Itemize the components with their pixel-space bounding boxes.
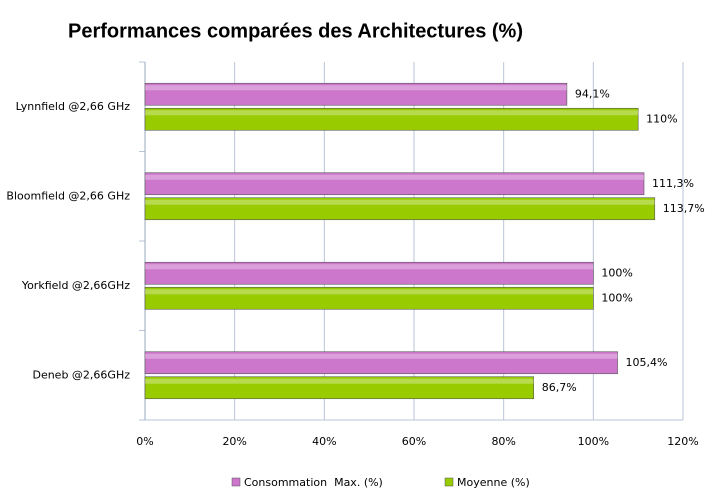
data-label: 110% bbox=[646, 112, 677, 125]
bar-highlight bbox=[145, 264, 594, 270]
bar-highlight bbox=[145, 378, 534, 384]
legend-swatch bbox=[231, 477, 241, 487]
data-label: 111,3% bbox=[652, 177, 694, 190]
data-label: 113,7% bbox=[663, 202, 705, 215]
bar-highlight bbox=[145, 110, 639, 116]
data-label: 86,7% bbox=[542, 381, 577, 394]
data-label: 94,1% bbox=[575, 87, 610, 100]
legend-label: Consommation Max. (%) bbox=[244, 476, 383, 489]
bar-highlight bbox=[145, 353, 618, 359]
bar bbox=[144, 261, 594, 285]
bar-highlight bbox=[145, 199, 655, 205]
x-tick-label: 20% bbox=[222, 435, 246, 448]
y-tick-label: Yorkfield @2,66GHz bbox=[21, 279, 130, 292]
legend-swatch bbox=[444, 477, 454, 487]
x-tick-label: 60% bbox=[402, 435, 426, 448]
y-tick-label: Deneb @2,66GHz bbox=[32, 368, 130, 381]
x-tick-label: 0% bbox=[136, 435, 153, 448]
bar-highlight bbox=[145, 289, 594, 295]
bar bbox=[144, 351, 618, 375]
bar bbox=[144, 286, 594, 310]
bar-highlight bbox=[145, 174, 644, 180]
x-tick-label: 100% bbox=[578, 435, 609, 448]
x-tick-label: 40% bbox=[312, 435, 336, 448]
x-tick-label: 80% bbox=[491, 435, 515, 448]
y-tick-label: Bloomfield @2,66 GHz bbox=[6, 189, 130, 202]
data-label: 105,4% bbox=[626, 356, 668, 369]
bar-highlight bbox=[145, 85, 567, 91]
bar bbox=[144, 82, 568, 106]
bar bbox=[144, 197, 656, 221]
legend-label: Moyenne (%) bbox=[457, 476, 530, 489]
bar bbox=[144, 172, 645, 196]
data-label: 100% bbox=[601, 291, 632, 304]
bar bbox=[144, 107, 639, 131]
y-tick-label: Lynnfield @2,66 GHz bbox=[16, 100, 131, 113]
data-label: 100% bbox=[601, 266, 632, 279]
x-tick-label: 120% bbox=[667, 435, 698, 448]
chart-title: Performances comparées des Architectures… bbox=[68, 20, 523, 42]
bar bbox=[144, 376, 535, 400]
